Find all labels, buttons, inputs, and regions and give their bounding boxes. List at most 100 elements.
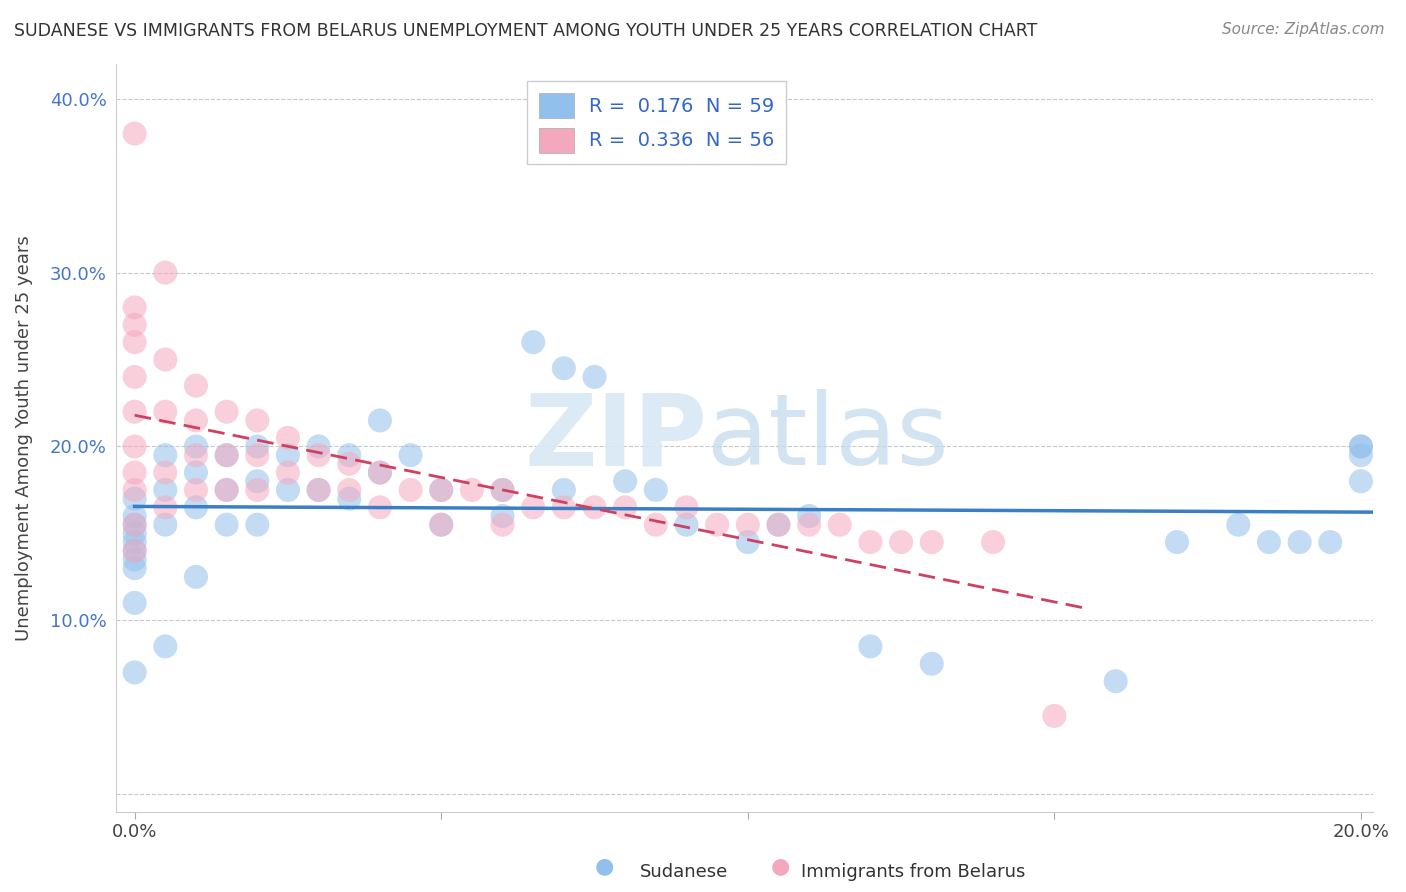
- Point: [644, 483, 666, 497]
- Text: ●: ●: [595, 856, 614, 876]
- Point: [246, 483, 269, 497]
- Point: [644, 517, 666, 532]
- Point: [1258, 535, 1281, 549]
- Point: [184, 378, 207, 392]
- Point: [1350, 448, 1372, 462]
- Point: [1350, 475, 1372, 489]
- Point: [184, 413, 207, 427]
- Point: [124, 335, 146, 350]
- Point: [246, 413, 269, 427]
- Point: [337, 483, 360, 497]
- Point: [246, 440, 269, 454]
- Point: [522, 335, 544, 350]
- Point: [124, 596, 146, 610]
- Point: [124, 483, 146, 497]
- Point: [124, 318, 146, 332]
- Text: Immigrants from Belarus: Immigrants from Belarus: [801, 863, 1026, 881]
- Point: [430, 483, 453, 497]
- Point: [368, 500, 391, 515]
- Point: [124, 543, 146, 558]
- Point: [124, 370, 146, 384]
- Point: [1166, 535, 1188, 549]
- Point: [553, 361, 575, 376]
- Point: [155, 517, 177, 532]
- Point: [246, 448, 269, 462]
- Text: ●: ●: [770, 856, 790, 876]
- Point: [124, 543, 146, 558]
- Point: [308, 448, 330, 462]
- Point: [890, 535, 912, 549]
- Point: [368, 466, 391, 480]
- Point: [308, 440, 330, 454]
- Point: [921, 657, 943, 671]
- Point: [124, 517, 146, 532]
- Text: Source: ZipAtlas.com: Source: ZipAtlas.com: [1222, 22, 1385, 37]
- Point: [368, 466, 391, 480]
- Point: [246, 517, 269, 532]
- Point: [124, 517, 146, 532]
- Point: [124, 301, 146, 315]
- Point: [430, 517, 453, 532]
- Point: [1350, 440, 1372, 454]
- Point: [215, 517, 238, 532]
- Point: [921, 535, 943, 549]
- Point: [246, 475, 269, 489]
- Point: [124, 405, 146, 419]
- Point: [184, 448, 207, 462]
- Point: [430, 517, 453, 532]
- Point: [859, 640, 882, 654]
- Point: [155, 466, 177, 480]
- Point: [155, 266, 177, 280]
- Point: [675, 517, 697, 532]
- Point: [583, 370, 606, 384]
- Point: [491, 517, 513, 532]
- Text: ZIP: ZIP: [524, 389, 707, 486]
- Point: [124, 127, 146, 141]
- Point: [797, 517, 820, 532]
- Point: [368, 413, 391, 427]
- Point: [553, 483, 575, 497]
- Point: [277, 448, 299, 462]
- Point: [706, 517, 728, 532]
- Point: [124, 526, 146, 541]
- Text: SUDANESE VS IMMIGRANTS FROM BELARUS UNEMPLOYMENT AMONG YOUTH UNDER 25 YEARS CORR: SUDANESE VS IMMIGRANTS FROM BELARUS UNEM…: [14, 22, 1038, 40]
- Point: [981, 535, 1004, 549]
- Point: [215, 483, 238, 497]
- Point: [768, 517, 790, 532]
- Point: [491, 483, 513, 497]
- Point: [430, 483, 453, 497]
- Point: [737, 535, 759, 549]
- Point: [215, 448, 238, 462]
- Point: [124, 561, 146, 575]
- Point: [124, 535, 146, 549]
- Point: [337, 457, 360, 471]
- Point: [1043, 709, 1066, 723]
- Point: [614, 500, 637, 515]
- Point: [155, 483, 177, 497]
- Point: [399, 483, 422, 497]
- Point: [675, 500, 697, 515]
- Point: [1319, 535, 1341, 549]
- Point: [184, 483, 207, 497]
- Point: [491, 508, 513, 523]
- Point: [155, 352, 177, 367]
- Point: [583, 500, 606, 515]
- Point: [124, 491, 146, 506]
- Point: [461, 483, 484, 497]
- Point: [337, 491, 360, 506]
- Point: [737, 517, 759, 532]
- Point: [184, 466, 207, 480]
- Point: [124, 466, 146, 480]
- Point: [308, 483, 330, 497]
- Point: [399, 448, 422, 462]
- Point: [337, 448, 360, 462]
- Point: [308, 483, 330, 497]
- Text: Sudanese: Sudanese: [640, 863, 728, 881]
- Point: [155, 640, 177, 654]
- Legend: R =  0.176  N = 59, R =  0.336  N = 56: R = 0.176 N = 59, R = 0.336 N = 56: [527, 81, 786, 164]
- Point: [553, 500, 575, 515]
- Point: [155, 448, 177, 462]
- Point: [155, 500, 177, 515]
- Point: [1288, 535, 1310, 549]
- Point: [277, 431, 299, 445]
